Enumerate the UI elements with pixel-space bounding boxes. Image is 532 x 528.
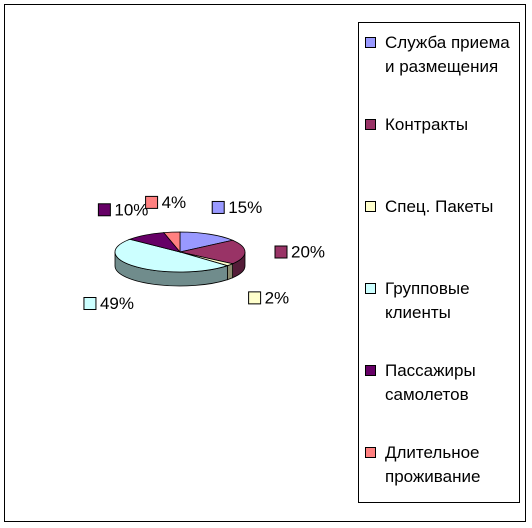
legend-label: Длительное проживание	[385, 443, 481, 486]
legend-label: Групповые клиенты	[385, 279, 470, 322]
label-swatch	[97, 203, 111, 217]
legend-label: Служба приема и размещения	[385, 33, 510, 76]
data-label: 4%	[162, 193, 187, 212]
data-label: 10%	[114, 200, 148, 219]
data-label: 2%	[265, 288, 290, 307]
pie-slice	[179, 231, 234, 253]
label-swatch	[83, 297, 97, 311]
chart-frame	[4, 4, 526, 522]
legend-label: Спец. Пакеты	[385, 197, 494, 216]
legend-label: Пассажиры самолетов	[385, 361, 476, 404]
legend-swatch	[365, 447, 376, 458]
slice-top	[179, 239, 246, 265]
pie-slice	[163, 231, 181, 254]
slice-top	[179, 231, 234, 253]
legend-swatch	[365, 365, 376, 376]
data-label: 20%	[291, 242, 325, 261]
legend-swatch	[365, 201, 376, 212]
slice-top	[114, 238, 229, 273]
legend: Служба приема и размещения Контракты Спец.…	[358, 22, 520, 503]
slice-side	[226, 263, 233, 281]
data-label: 49%	[100, 294, 134, 313]
legend-swatch	[365, 119, 376, 130]
label-swatch	[274, 245, 288, 259]
legend-swatch	[365, 283, 376, 294]
pie-slice	[114, 238, 229, 287]
label-swatch	[248, 291, 262, 305]
data-label: 15%	[228, 198, 262, 217]
legend-label: Контракты	[385, 115, 469, 134]
label-swatch	[145, 195, 159, 209]
pie-plot: 15% 20% 2% 49% 10% 4%	[83, 193, 325, 313]
legend-swatch	[365, 37, 376, 48]
slice-top	[163, 231, 181, 254]
label-swatch	[211, 200, 225, 214]
